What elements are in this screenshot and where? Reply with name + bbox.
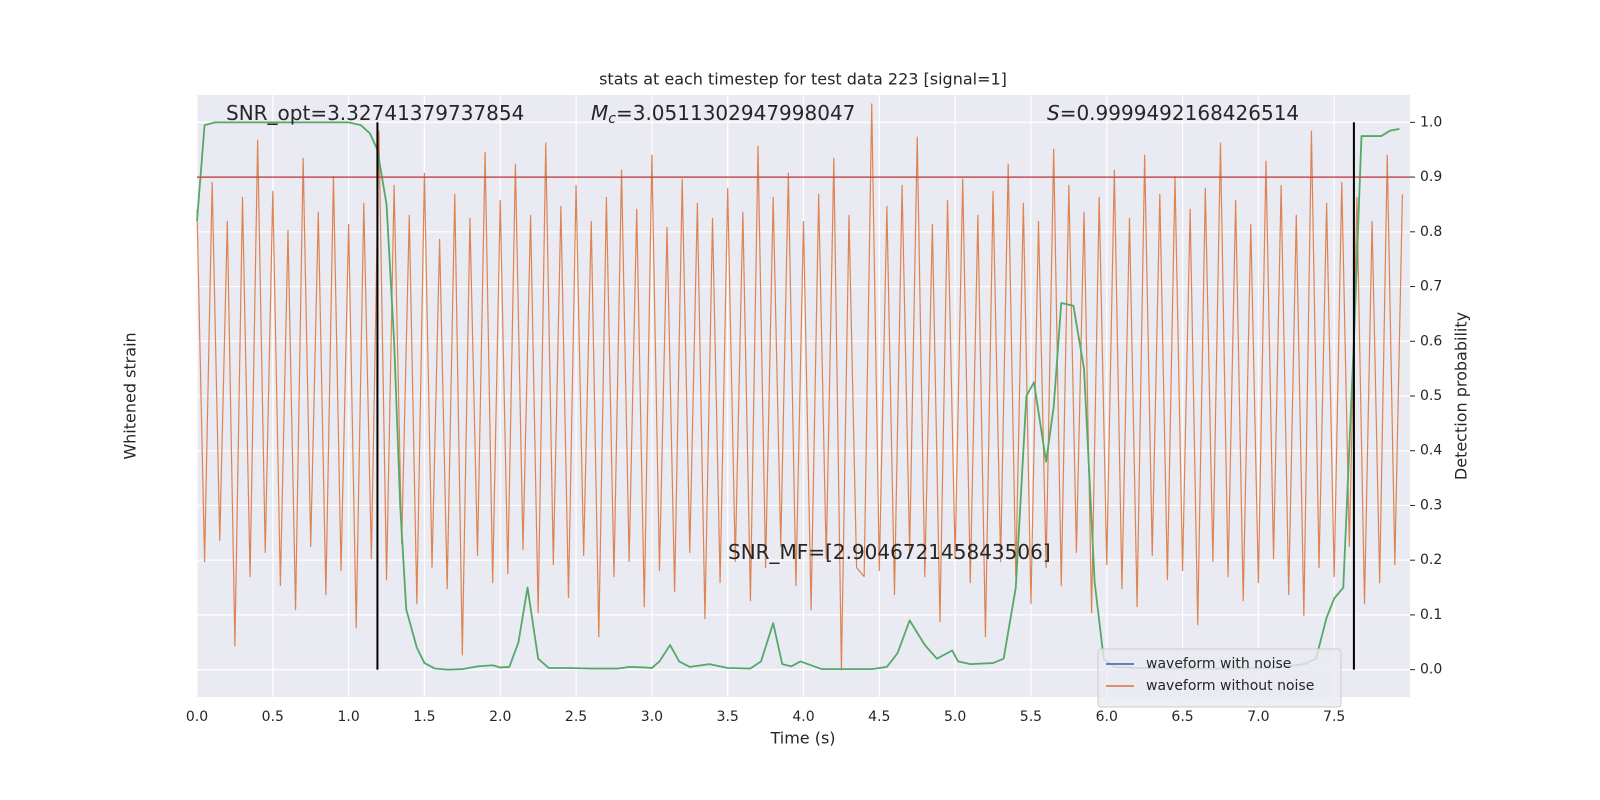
annotation-symbol: S: [1047, 101, 1060, 125]
y2-tick-label: 0.4: [1420, 443, 1442, 459]
y2-tick-label: 0.1: [1420, 607, 1442, 623]
legend-box: [1097, 648, 1342, 708]
y2-tick-label: 0.2: [1420, 552, 1442, 568]
chart-title: stats at each timestep for test data 223…: [599, 70, 1007, 89]
annotation-text: SNR_opt=3.32741379737854: [226, 101, 524, 125]
annotation-symbol: M: [591, 101, 608, 125]
labels: 0.0 0.5 1.0 1.5 2.0 2.5 3.0 3.5 4.0 4.5 5.0 5.5 6.0 6…: [186, 101, 1442, 726]
x-tick-label: 5.0: [944, 709, 966, 725]
legend-label: waveform without noise: [1146, 678, 1314, 694]
x-tick-label: 4.5: [868, 709, 890, 725]
marks: [196, 103, 1410, 671]
x-tick-label: 5.5: [1020, 709, 1042, 725]
annotation-text: SNR_MF=[2.904672145843506]: [728, 540, 1051, 564]
annotation: S=0.9999492168426514: [1047, 101, 1299, 125]
x-tick-label: 6.5: [1171, 709, 1193, 725]
legend-label: waveform with noise: [1146, 656, 1291, 672]
y2-tick-label: 0.3: [1420, 497, 1442, 513]
annotation-text: =0.9999492168426514: [1060, 101, 1299, 125]
y2-tick-label: 0.0: [1420, 662, 1442, 678]
series-line: [196, 103, 1404, 671]
y2-tick-label: 0.6: [1420, 333, 1442, 349]
x-tick-label: 3.0: [641, 709, 663, 725]
x-tick-label: 0.0: [186, 709, 208, 725]
annotation: SNR_MF=[2.904672145843506]: [728, 540, 1051, 564]
y2-tick-label: 1.0: [1420, 114, 1442, 130]
x-tick-label: 6.0: [1096, 709, 1118, 725]
x-tick-label: 2.5: [565, 709, 587, 725]
x-tick-label: 7.5: [1323, 709, 1345, 725]
x-tick-label: 7.0: [1247, 709, 1269, 725]
y-axis-label: Whitened strain: [121, 332, 140, 459]
y2-tick-label: 0.9: [1420, 169, 1442, 185]
y2-tick-label: 0.8: [1420, 224, 1442, 240]
annotation-text: =3.0511302947998047: [616, 101, 855, 125]
x-tick-label: 2.0: [489, 709, 511, 725]
x-tick-label: 1.0: [337, 709, 359, 725]
x-tick-label: 0.5: [262, 709, 284, 725]
x-tick-label: 3.5: [717, 709, 739, 725]
x-tick-label: 1.5: [413, 709, 435, 725]
annotation: SNR_opt=3.32741379737854: [226, 101, 524, 125]
annotation: Mc=3.0511302947998047: [591, 101, 855, 128]
x-tick-label: 4.0: [792, 709, 814, 725]
y2-tick-label: 0.5: [1420, 388, 1442, 404]
annotation-subscript: c: [608, 111, 616, 127]
y2-tick-label: 0.7: [1420, 279, 1442, 295]
x-axis-label: Time (s): [769, 729, 835, 748]
y2-axis-label: Detection probability: [1452, 312, 1471, 480]
